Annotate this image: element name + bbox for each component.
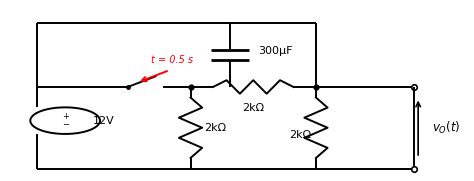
Text: 2kΩ: 2kΩ <box>242 103 264 113</box>
Text: +: + <box>62 112 69 121</box>
Text: 300μF: 300μF <box>258 47 292 56</box>
Text: −: − <box>62 121 69 130</box>
Text: 2kΩ: 2kΩ <box>289 130 311 140</box>
Text: $v_O(t)$: $v_O(t)$ <box>432 120 461 136</box>
Text: t = 0.5 s: t = 0.5 s <box>151 55 193 65</box>
Text: 2kΩ: 2kΩ <box>204 123 227 133</box>
Text: 12V: 12V <box>93 116 115 126</box>
